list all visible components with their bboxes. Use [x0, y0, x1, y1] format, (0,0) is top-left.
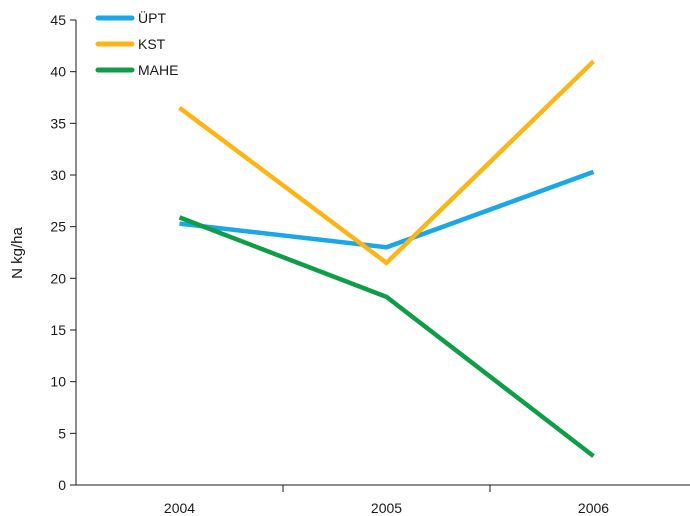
series-line-üpt: [179, 169, 595, 250]
y-tick-label: 20: [50, 270, 66, 286]
y-tick-label: 30: [50, 167, 66, 183]
legend-label: MAHE: [138, 62, 178, 78]
x-axis-ticks: 2004 2005 2006: [164, 485, 609, 516]
y-tick-label: 0: [58, 477, 66, 493]
y-tick-label: 40: [50, 64, 66, 80]
y-axis-ticks: 0 5 10 15 20 25 30 35 40 45: [50, 12, 76, 493]
y-axis-title: N kg/ha: [9, 226, 26, 278]
legend: ÜPT KST MAHE: [95, 9, 178, 78]
axes: [75, 20, 690, 486]
y-tick-label: 25: [50, 219, 66, 235]
series-lines: [178, 59, 596, 458]
legend-label: KST: [138, 36, 166, 52]
series-line-kst: [178, 59, 596, 266]
y-tick-label: 45: [50, 12, 66, 28]
legend-label: ÜPT: [138, 9, 166, 26]
x-tick-label: 2005: [371, 500, 402, 516]
y-tick-label: 10: [50, 374, 66, 390]
y-tick-label: 5: [58, 425, 66, 441]
x-tick-label: 2006: [578, 500, 609, 516]
x-tick-label: 2004: [164, 500, 195, 516]
series-line-mahe: [178, 215, 595, 458]
y-tick-label: 15: [50, 322, 66, 338]
y-tick-label: 35: [50, 115, 66, 131]
